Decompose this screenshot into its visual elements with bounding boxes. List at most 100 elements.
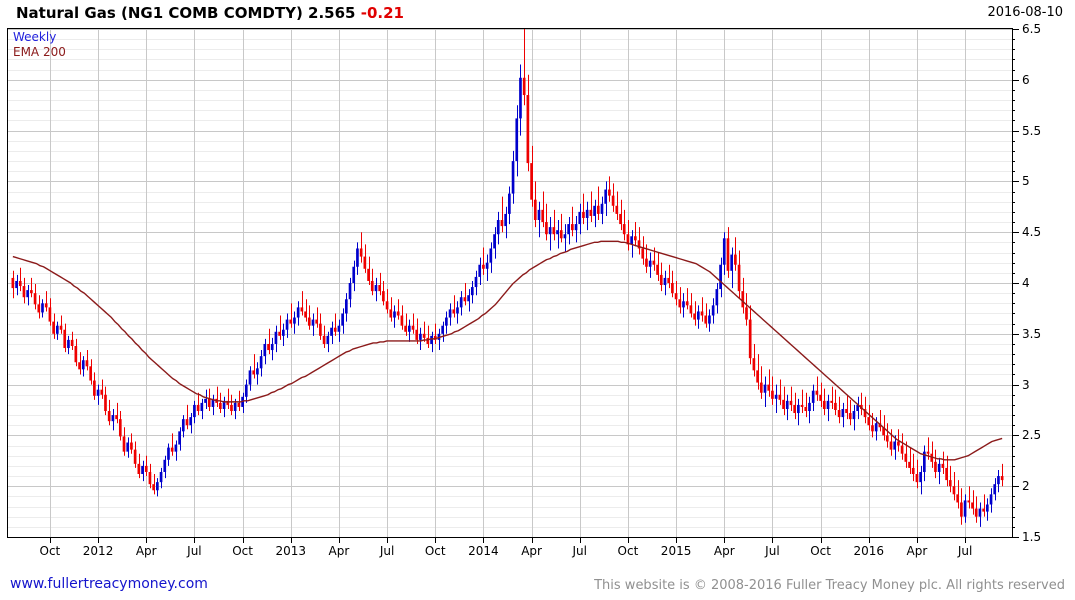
candle-body [378,285,382,292]
candle-body [319,323,322,336]
candle-body [81,360,85,370]
candle-body [719,264,722,290]
candle-body [730,254,733,271]
legend-item-ema200: EMA 200 [13,45,66,59]
copyright-notice: This website is © 2008-2016 Fuller Treac… [594,578,1065,593]
candle-body [871,425,874,432]
candle-body [367,268,370,281]
candle-body [585,209,589,218]
candle-body [118,419,122,437]
gridlines-vertical [50,29,966,537]
candle-body [808,402,811,412]
x-axis-tick-label: Apr [521,544,542,558]
candle-body [734,254,737,265]
candle-body [989,494,993,505]
candle-body [745,307,748,320]
candle-body [352,266,356,283]
candle-body [304,311,307,318]
candle-body [333,327,337,332]
x-axis-tick-label: Oct [617,544,639,558]
candle-body [204,398,207,403]
candle-body [848,413,852,420]
candle-body [363,256,367,269]
candle-body [96,389,100,396]
candle-body [493,234,496,249]
candlestick-series [11,29,1004,527]
candle-body [533,199,537,221]
candle-body [604,189,608,204]
candle-body [641,248,645,259]
chart-canvas [8,29,1012,537]
candle-body [470,287,474,296]
candle-body [430,335,433,344]
x-axis-tick-label: Apr [135,544,157,558]
candle-body [41,303,44,313]
candle-body [789,400,793,405]
candle-body [522,77,526,96]
x-axis-tick-label: Apr [713,544,735,558]
candle-body [311,319,315,326]
candle-body [48,307,52,322]
x-axis-tick-label: Apr [906,544,928,558]
candle-body [748,319,752,359]
legend-item-weekly: Weekly [13,30,57,44]
candle-body [696,311,700,320]
candle-body [726,238,730,271]
candle-body [923,451,926,472]
candle-body [44,303,48,308]
candle-body [496,220,500,235]
chart-date: 2016-08-10 [987,5,1063,20]
candle-body [70,339,74,346]
candle-body [511,161,515,194]
candle-body [815,390,819,395]
candle-body [826,400,830,409]
candle-body [193,404,196,418]
y-axis-tick-label: 6.5 [1022,22,1042,36]
candle-body [393,311,396,318]
candle-body [141,465,144,475]
candle-body [282,329,285,336]
candle-body [567,224,570,235]
candle-body [952,486,956,495]
candle-body [55,325,59,334]
candle-body [256,368,259,375]
y-axis-tick-label: 6 [1022,72,1030,87]
gridlines-major [8,29,1012,487]
candle-body [548,227,552,235]
site-url[interactable]: www.fullertreacymoney.com [10,576,208,592]
candle-body [144,465,148,472]
candle-body [67,339,70,349]
candle-body [322,335,326,344]
candle-body [634,236,637,241]
candle-body [759,382,763,393]
candle-body [822,400,826,409]
candle-body [900,445,904,454]
candle-body [804,406,808,412]
candle-body [482,264,485,269]
candle-body [22,286,26,298]
candle-body [574,224,578,231]
candle-body [467,295,470,302]
candle-body [389,309,393,318]
candle-body [478,264,482,277]
candle-body [259,356,263,369]
candle-body [593,205,596,216]
candle-body [819,394,822,401]
candle-body [934,461,937,472]
candle-body [963,500,967,517]
y-axis-tick-label: 3 [1022,377,1030,392]
plot-area[interactable]: Weekly EMA 200 [7,28,1013,538]
candle-body [104,394,107,412]
candle-body [530,163,533,200]
candle-body [167,447,170,460]
candle-body [771,390,774,399]
candle-body [545,222,548,235]
candle-body [797,404,800,414]
candle-body [589,209,593,216]
candle-body [763,384,767,393]
candle-body [852,411,856,420]
x-axis-tick-label: Jul [957,544,973,558]
candle-body [889,441,893,450]
candle-body [411,325,415,330]
